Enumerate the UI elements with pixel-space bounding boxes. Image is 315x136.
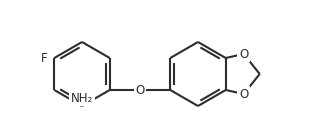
Text: O: O: [239, 47, 248, 61]
Text: O: O: [135, 84, 145, 97]
Text: F: F: [41, 52, 47, 64]
Text: NH₂: NH₂: [71, 92, 93, 104]
Text: O: O: [239, 87, 248, 101]
